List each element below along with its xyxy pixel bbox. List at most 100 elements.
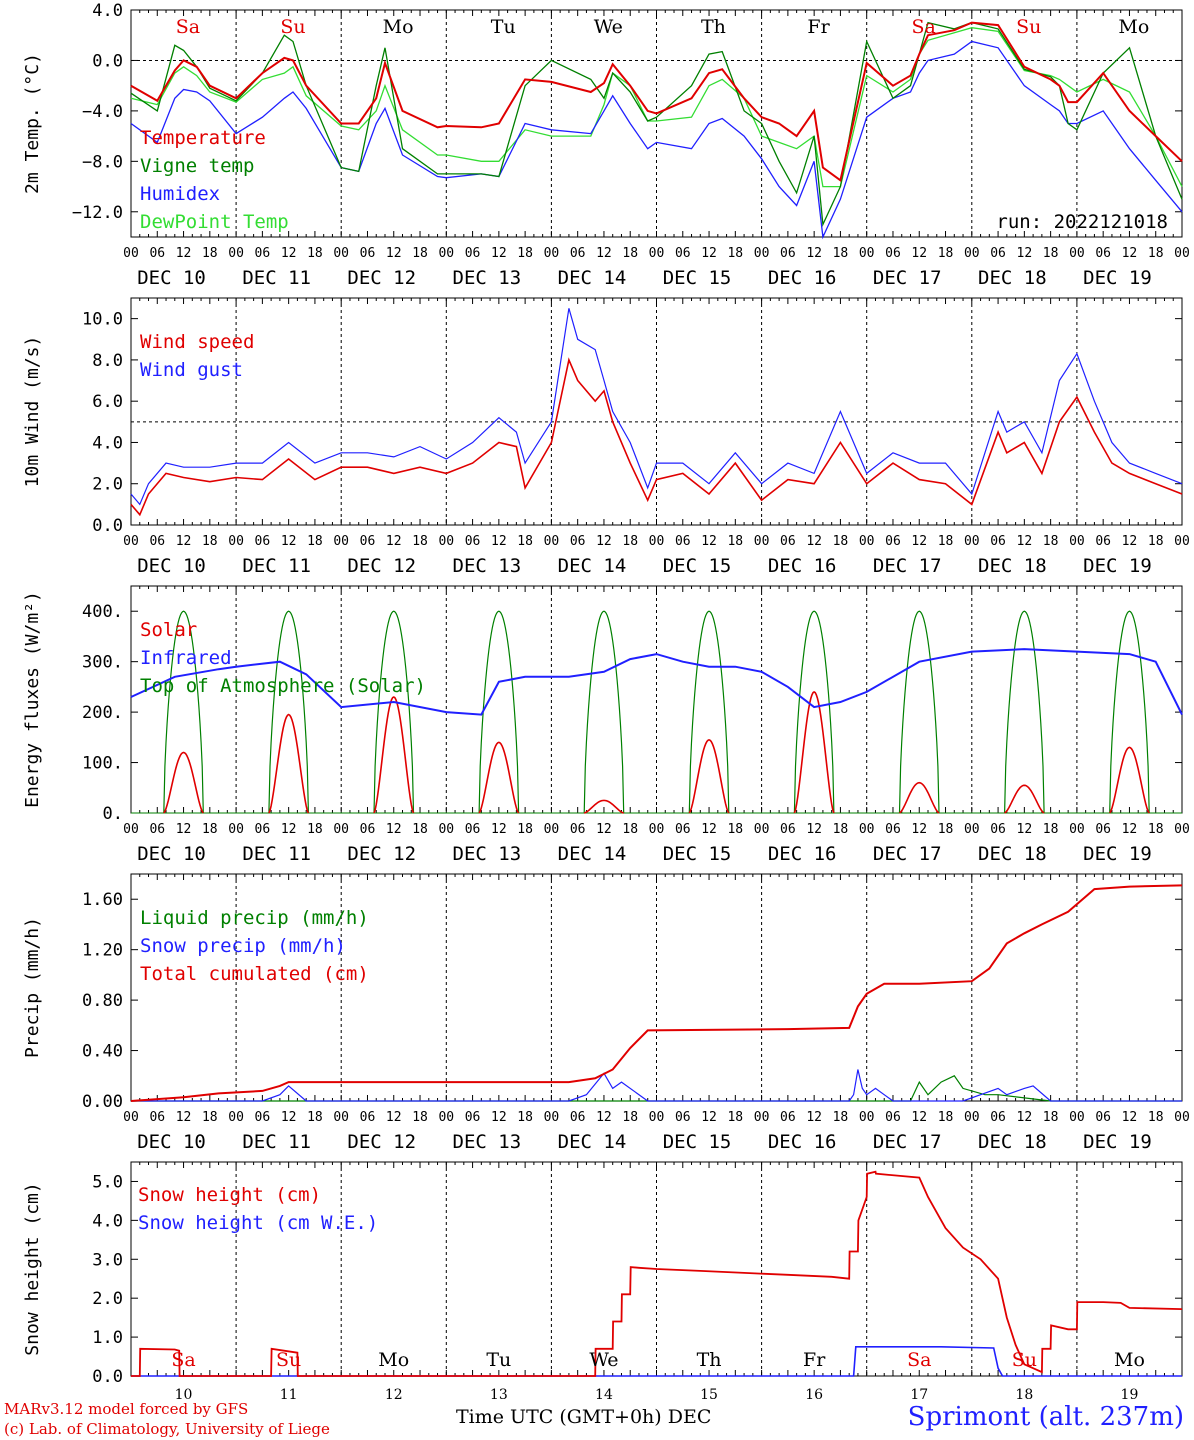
x-hour-label: 00	[1174, 534, 1190, 549]
x-hour-label: 18	[833, 534, 849, 549]
x-day-label: DEC 15	[663, 555, 732, 577]
x-hour-label: 12	[176, 246, 192, 261]
x-hour-label: 00	[123, 1110, 139, 1125]
x-hour-label: 06	[255, 822, 271, 837]
legend-entry: Temperature	[140, 127, 266, 149]
x-hour-label: 12	[596, 1110, 612, 1125]
x-hour-label: 18	[622, 1110, 638, 1125]
x-day-label: DEC 12	[347, 843, 416, 865]
x-day-label: DEC 14	[558, 555, 627, 577]
x-hour-label: 12	[1017, 822, 1033, 837]
x-hour-label: 12	[281, 1110, 297, 1125]
weekday-label: Su	[276, 1349, 301, 1371]
series-line-wind-gust	[130, 308, 1183, 506]
y-axis-label: 2m Temp. (°C)	[22, 53, 43, 194]
x-hour-label: 06	[885, 1110, 901, 1125]
x-hour-label: 00	[544, 246, 560, 261]
x-day-label: DEC 16	[768, 267, 837, 289]
x-hour-label: 18	[833, 822, 849, 837]
x-hour-label: 18	[1148, 534, 1164, 549]
y-tick-label: 300.	[82, 653, 123, 673]
credit-line-1: MARv3.12 model forced by GFS	[4, 1400, 249, 1418]
x-hour-label: 06	[465, 1110, 481, 1125]
x-day-label: DEC 11	[242, 1131, 311, 1153]
y-tick-label: 0.0	[92, 1367, 123, 1387]
weekday-label: Mo	[1114, 1349, 1145, 1371]
weekday-label: Th	[701, 16, 726, 38]
x-hour-label: 06	[149, 1110, 165, 1125]
series-line-humidex	[130, 40, 1183, 240]
x-hour-label: 06	[1095, 534, 1111, 549]
x-day-label: DEC 18	[978, 1131, 1047, 1153]
x-day-label: DEC 10	[137, 555, 206, 577]
x-hour-label: 12	[596, 822, 612, 837]
day-number-label: 18	[1015, 1387, 1033, 1403]
x-hour-label: 00	[438, 534, 454, 549]
x-day-label: DEC 17	[873, 1131, 942, 1153]
x-hour-label: 18	[307, 822, 323, 837]
x-hour-label: 00	[859, 246, 875, 261]
x-hour-label: 00	[754, 1110, 770, 1125]
x-hour-label: 06	[149, 822, 165, 837]
x-hour-label: 18	[1148, 1110, 1164, 1125]
x-hour-label: 12	[1122, 246, 1138, 261]
y-tick-label: 4.0	[92, 1211, 123, 1231]
weekday-label: Tu	[486, 1349, 511, 1371]
x-hour-label: 00	[544, 1110, 560, 1125]
x-hour-label: 18	[202, 246, 218, 261]
x-hour-label: 06	[885, 822, 901, 837]
x-hour-label: 12	[701, 534, 717, 549]
x-hour-label: 12	[806, 534, 822, 549]
x-hour-label: 18	[412, 822, 428, 837]
y-tick-label: 200.	[82, 703, 123, 723]
weekday-label: Fr	[803, 1349, 826, 1371]
x-hour-label: 18	[412, 246, 428, 261]
x-hour-label: 18	[727, 1110, 743, 1125]
day-number-label: 17	[910, 1387, 928, 1403]
x-hour-label: 06	[570, 1110, 586, 1125]
x-hour-label: 06	[780, 534, 796, 549]
x-hour-label: 00	[859, 822, 875, 837]
x-hour-label: 12	[1017, 246, 1033, 261]
x-day-label: DEC 16	[768, 555, 837, 577]
x-day-label: DEC 14	[558, 1131, 627, 1153]
x-hour-label: 12	[701, 1110, 717, 1125]
series-line-liquid-precip-mm-h-	[131, 1075, 1182, 1102]
y-tick-label: 0.	[103, 804, 123, 824]
y-tick-label: 0.0	[92, 516, 123, 536]
weekday-label: Sa	[176, 16, 200, 38]
x-hour-label: 12	[386, 534, 402, 549]
x-hour-label: 12	[806, 246, 822, 261]
day-number-label: 14	[595, 1387, 613, 1403]
series-line-wind-speed	[130, 357, 1183, 517]
x-hour-label: 00	[859, 1110, 875, 1125]
x-hour-label: 18	[517, 534, 533, 549]
x-hour-label: 00	[1174, 246, 1190, 261]
x-hour-label: 18	[517, 822, 533, 837]
x-day-label: DEC 18	[978, 843, 1047, 865]
x-hour-label: 18	[307, 534, 323, 549]
x-hour-label: 00	[333, 1110, 349, 1125]
x-hour-label: 18	[1148, 246, 1164, 261]
x-hour-label: 12	[491, 1110, 507, 1125]
x-hour-label: 06	[255, 534, 271, 549]
y-tick-label: 2.0	[92, 1289, 123, 1309]
x-day-label: DEC 16	[768, 1131, 837, 1153]
x-hour-label: 18	[833, 246, 849, 261]
y-tick-label: 0.00	[82, 1092, 123, 1112]
x-hour-label: 12	[386, 822, 402, 837]
x-hour-label: 18	[1043, 822, 1059, 837]
x-hour-label: 06	[675, 534, 691, 549]
x-hour-label: 18	[202, 1110, 218, 1125]
y-tick-label: 1.0	[92, 1328, 123, 1348]
x-hour-label: 12	[491, 822, 507, 837]
y-axis-label: Energy fluxes (W/m²)	[22, 591, 43, 808]
x-hour-label: 12	[911, 246, 927, 261]
x-hour-label: 18	[1043, 534, 1059, 549]
y-tick-label: 4.0	[92, 1, 123, 21]
series-line-snow-precip-mm-h-	[131, 1069, 1182, 1102]
weekday-label: Th	[697, 1349, 722, 1371]
x-hour-label: 00	[123, 246, 139, 261]
legend-entry: Liquid precip (mm/h)	[140, 907, 369, 929]
x-hour-label: 06	[1095, 822, 1111, 837]
